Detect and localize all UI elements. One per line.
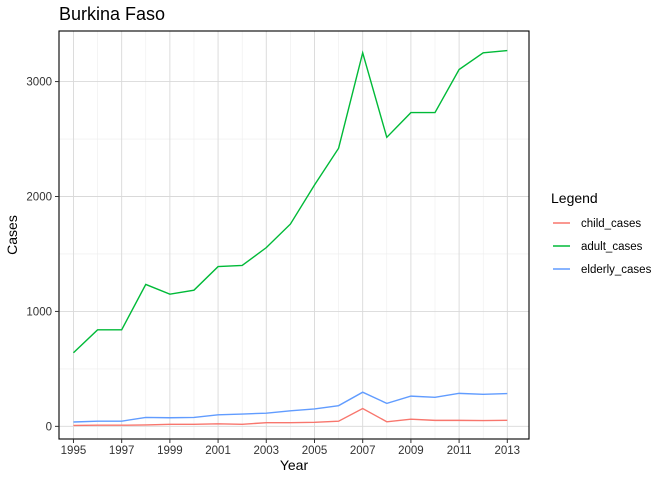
x-tick-label: 1995: [61, 445, 87, 457]
plot-panel: [58, 30, 530, 440]
y-tick-label: 3000: [26, 77, 52, 89]
y-tick-label: 1000: [26, 306, 52, 318]
x-axis-title: Year: [280, 457, 309, 473]
x-tick-label: 2007: [350, 445, 376, 457]
legend: Legend child_cases adult_cases elderly_cas…: [551, 190, 652, 276]
legend-title: Legend: [551, 190, 598, 206]
y-tick-label: 2000: [26, 191, 52, 203]
y-axis-title: Cases: [4, 215, 20, 255]
x-tick-label: 2011: [447, 445, 472, 457]
series-line-adult-cases: [72, 49, 508, 354]
x-tick-label: 1999: [157, 445, 183, 457]
series-line-elderly-cases: [73, 391, 508, 423]
legend-label-child-cases: child_cases: [581, 218, 641, 230]
x-tick-label: 1997: [109, 445, 135, 457]
y-tick-label: 0: [46, 421, 52, 433]
x-tick-label: 2001: [205, 445, 231, 457]
y-axis: 0 1000 2000 3000: [26, 77, 59, 433]
legend-label-adult-cases: adult_cases: [581, 241, 643, 253]
x-tick-label: 2005: [302, 445, 328, 457]
x-tick-label: 2009: [398, 445, 424, 457]
plot-border: [58, 30, 530, 440]
x-tick-label: 2003: [253, 445, 279, 457]
chart-title: Burkina Faso: [59, 4, 165, 24]
x-axis: 1995 1997 1999 2001 2003 2005 2007 2009 2011 2013: [61, 439, 520, 457]
legend-label-elderly-cases: elderly_cases: [581, 264, 652, 276]
x-tick-label: 2013: [495, 445, 521, 457]
series-line-child-cases: [73, 407, 508, 427]
